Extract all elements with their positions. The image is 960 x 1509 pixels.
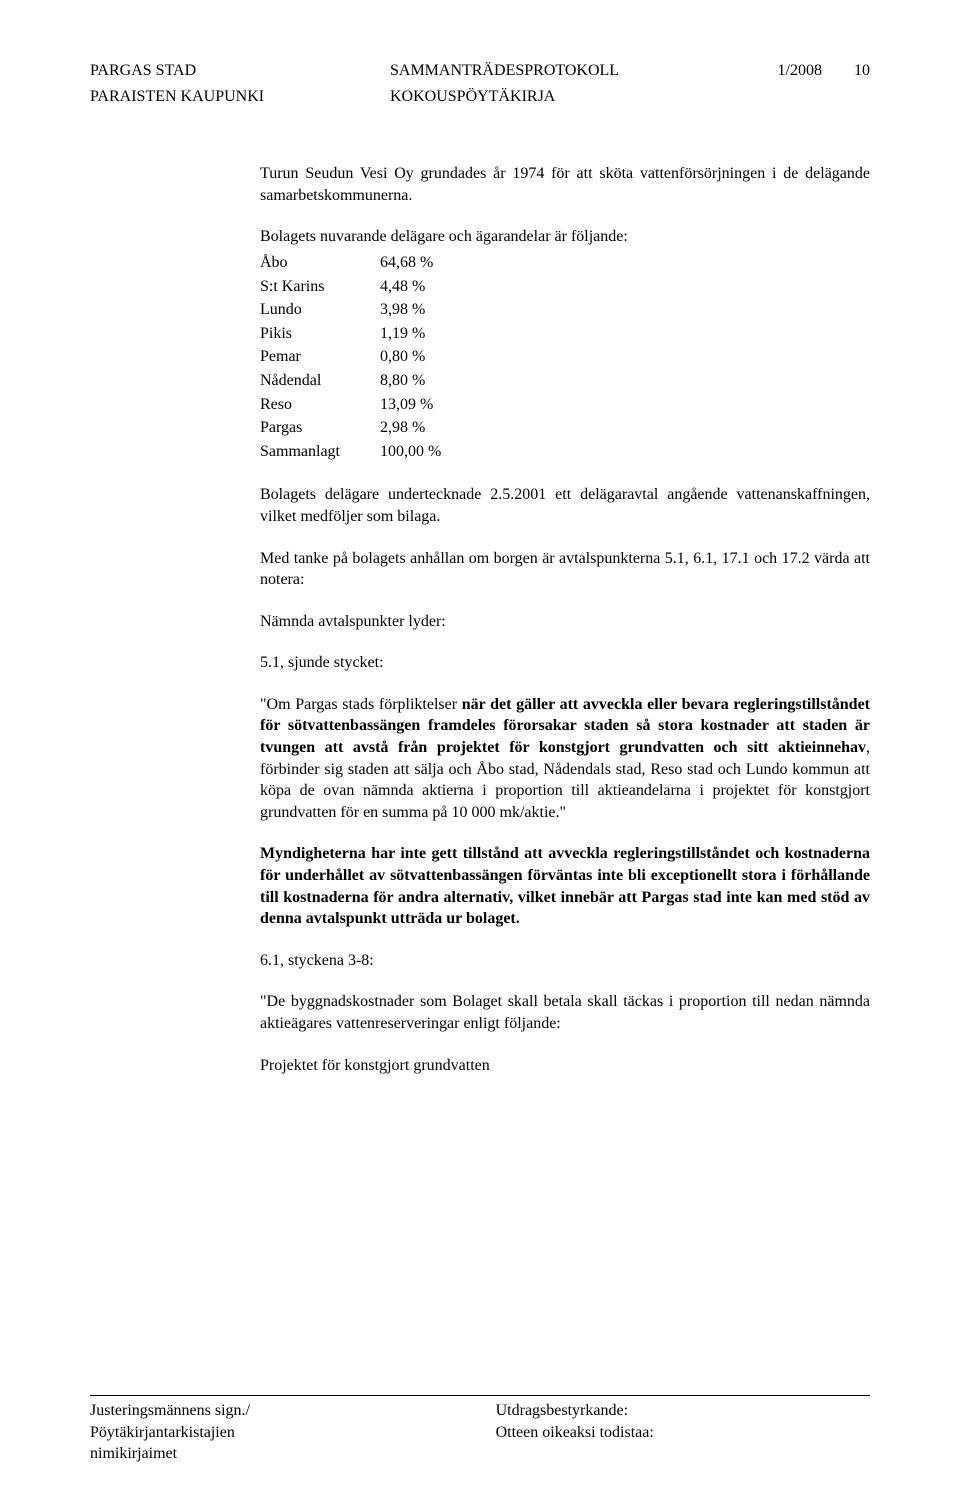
footer-left-3: nimikirjaimet xyxy=(90,1443,464,1465)
quote-start: "Om Pargas stads förpliktelser xyxy=(260,696,462,713)
quote-51: "Om Pargas stads förpliktelser när det g… xyxy=(260,694,870,824)
header-row-1: PARGAS STAD SAMMANTRÄDESPROTOKOLL 1/2008… xyxy=(90,60,870,82)
footer-left-2: Pöytäkirjantarkistajien xyxy=(90,1422,464,1444)
bygg-paragraph: "De byggnadskostnader som Bolaget skall … xyxy=(260,991,870,1034)
table-row: S:t Karins4,48 % xyxy=(260,276,480,300)
table-row: Pemar0,80 % xyxy=(260,346,480,370)
table-row: Åbo64,68 % xyxy=(260,252,480,276)
table-row: Lundo3,98 % xyxy=(260,299,480,323)
section-51-head: 5.1, sjunde stycket: xyxy=(260,652,870,674)
header-row-2: PARAISTEN KAUPUNKI KOKOUSPÖYTÄKIRJA xyxy=(90,86,870,108)
signed-paragraph: Bolagets delägare undertecknade 2.5.2001… xyxy=(260,484,870,527)
body-content: Turun Seudun Vesi Oy grundades år 1974 f… xyxy=(260,163,870,1076)
quote-nar: när xyxy=(462,696,486,713)
footer-divider xyxy=(90,1395,870,1396)
header-docref: 1/2008 xyxy=(778,62,822,79)
shares-table: Åbo64,68 % S:t Karins4,48 % Lundo3,98 % … xyxy=(260,252,480,464)
proj-paragraph: Projektet för konstgjort grundvatten xyxy=(260,1055,870,1077)
table-row: Reso13,09 % xyxy=(260,394,480,418)
header-title-fi: KOKOUSPÖYTÄKIRJA xyxy=(390,86,730,108)
footer-left-1: Justeringsmännens sign./ xyxy=(90,1400,464,1422)
table-row: Pargas2,98 % xyxy=(260,417,480,441)
page: PARGAS STAD SAMMANTRÄDESPROTOKOLL 1/2008… xyxy=(0,0,960,1509)
header-title-sv: SAMMANTRÄDESPROTOKOLL xyxy=(390,62,619,79)
table-row: Nådendal8,80 % xyxy=(260,370,480,394)
table-row: Pikis1,19 % xyxy=(260,323,480,347)
myndigheter-paragraph: Myndigheterna har inte gett tillstånd at… xyxy=(260,843,870,929)
page-footer: Justeringsmännens sign./ Pöytäkirjantark… xyxy=(90,1395,870,1465)
header-org-sv: PARGAS STAD xyxy=(90,60,370,82)
section-61-head: 6.1, styckena 3-8: xyxy=(260,950,870,972)
lyder-paragraph: Nämnda avtalspunkter lyder: xyxy=(260,611,870,633)
table-row: Sammanlagt100,00 % xyxy=(260,441,480,465)
borg-paragraph: Med tanke på bolagets anhållan om borgen… xyxy=(260,548,870,591)
shares-lead: Bolagets nuvarande delägare och ägarande… xyxy=(260,226,870,248)
header-org-fi: PARAISTEN KAUPUNKI xyxy=(90,86,370,108)
intro-paragraph: Turun Seudun Vesi Oy grundades år 1974 f… xyxy=(260,163,870,206)
footer-right-2: Otteen oikeaksi todistaa: xyxy=(496,1422,870,1444)
header-pagenum: 10 xyxy=(854,62,870,79)
footer-right-1: Utdragsbestyrkande: xyxy=(496,1400,870,1422)
